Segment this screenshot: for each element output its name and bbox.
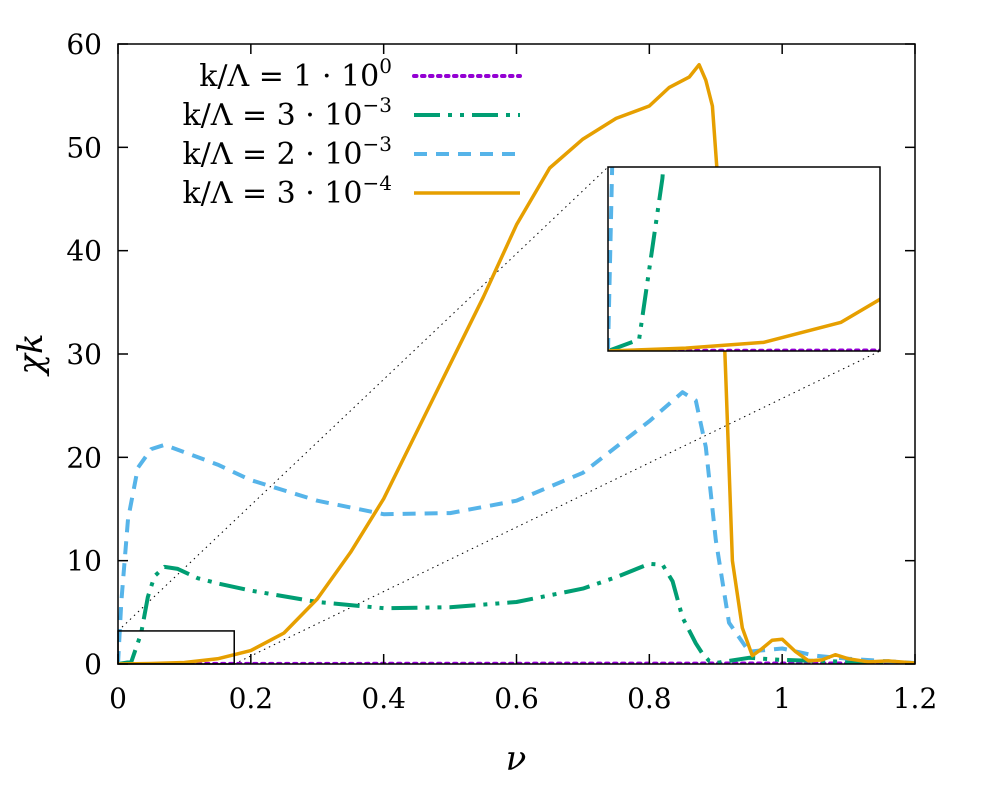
y-tick-label-4: 40: [66, 235, 102, 268]
y-tick-label-3: 30: [66, 338, 102, 371]
series-line-3: [118, 62, 915, 664]
y-tick-label-2: 20: [66, 441, 102, 474]
axis-ticks: 0 0.2 0.4 0.6 0.8 1 1.2 0 10 20 30 40 50 60: [66, 28, 937, 715]
x-tick-label-0: 0: [109, 682, 127, 715]
x-axis-title: ν: [506, 739, 527, 779]
y-tick-label-6: 60: [66, 28, 102, 61]
inset-zoom: [117, 166, 881, 665]
series-line-1: [118, 561, 915, 664]
y-axis-title: χk: [11, 333, 51, 376]
y-tick-label-1: 10: [66, 545, 102, 578]
x-tick-label-2: 0.4: [361, 682, 406, 715]
x-tick-label-3: 0.6: [494, 682, 539, 715]
inset-guide-line-top: [117, 166, 609, 632]
legend-label-0: k/Λ = 1 · 100: [199, 54, 392, 94]
inset-background: [608, 167, 880, 351]
series-line-2: [118, 390, 915, 664]
zoom-region-box: [117, 630, 235, 665]
legend-label-1: k/Λ = 3 · 10−3: [182, 93, 392, 133]
inset-guide-lines: [117, 166, 881, 665]
x-tick-label-4: 0.8: [627, 682, 672, 715]
legend-label-3: k/Λ = 3 · 10−4: [182, 171, 392, 211]
inset-frame: [607, 166, 881, 352]
inset-guide-line-bottom: [234, 350, 881, 665]
y-tick-label-0: 0: [84, 648, 102, 681]
y-tick-label-5: 50: [66, 131, 102, 164]
x-tick-label-6: 1.2: [893, 682, 938, 715]
legend-label-2: k/Λ = 2 · 10−3: [182, 132, 392, 172]
x-tick-label-5: 1: [773, 682, 791, 715]
x-tick-label-1: 0.2: [229, 682, 274, 715]
